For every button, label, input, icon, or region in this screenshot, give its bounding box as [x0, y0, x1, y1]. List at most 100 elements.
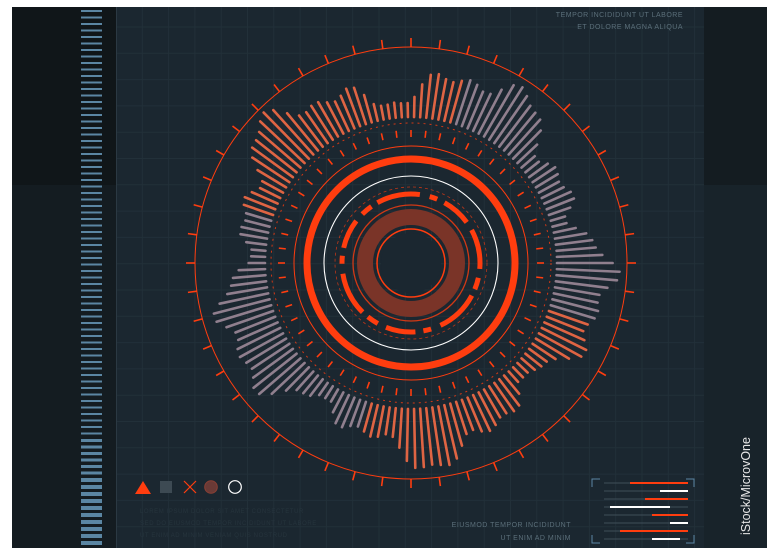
outer-tick [610, 176, 620, 182]
outer-ticks [186, 38, 636, 488]
wave-bar [437, 405, 451, 467]
scale-tick [81, 257, 102, 259]
inner-tick [536, 276, 544, 279]
scale-tick [81, 322, 102, 324]
left-panel-divider [116, 7, 117, 548]
wave-bar [547, 309, 589, 326]
right-panel-lower [704, 185, 767, 548]
wave-bar [379, 104, 385, 121]
wave-bar [424, 406, 434, 466]
outer-tick [492, 54, 498, 64]
outer-tick [232, 393, 241, 401]
thick-ring [303, 155, 519, 371]
scale-tick [81, 328, 102, 331]
wave-bar [304, 110, 329, 145]
wave-bar [412, 407, 417, 470]
wave-bar [527, 162, 550, 179]
wave-bar [244, 240, 268, 247]
scale-tick [81, 140, 102, 142]
wave-bar [549, 303, 596, 320]
wave-bar [534, 172, 559, 189]
inner-tick [438, 133, 442, 141]
wave-bar [520, 357, 537, 372]
outer-tick [273, 433, 281, 442]
scale-tick [81, 120, 102, 123]
wave-bar [477, 391, 497, 427]
wave-bar [471, 393, 492, 433]
scale-tick [81, 335, 102, 337]
wave-bar [331, 391, 345, 414]
hatched-circle-icon [204, 480, 218, 494]
inner-tick [524, 204, 532, 210]
inner-orange-ring [352, 204, 470, 322]
inner-tick [499, 168, 506, 175]
wave-bar [257, 130, 302, 169]
inner-tick [316, 351, 323, 358]
scale-tick [81, 205, 102, 207]
wave-bar [250, 342, 291, 370]
thin-ring [293, 145, 529, 381]
scale-tick [81, 374, 102, 376]
wave-bar [555, 246, 597, 253]
wave-bar [552, 226, 577, 234]
wave-bar [437, 77, 448, 121]
scale-tick [81, 354, 102, 357]
inner-tick [395, 388, 398, 396]
wave-bar [520, 154, 537, 169]
outer-tick [597, 149, 607, 156]
inner-tick [533, 290, 541, 294]
wave-bar [551, 298, 600, 313]
wave-bar [316, 100, 340, 138]
wave-bar [344, 87, 362, 128]
wave-bar [258, 120, 306, 165]
scale-tick [81, 413, 102, 415]
wave-bar [251, 347, 295, 379]
wave-bar [376, 405, 385, 438]
scale-tick [81, 231, 102, 233]
wave-bar [240, 225, 270, 234]
wave-bar [460, 83, 479, 128]
scale-tick [81, 439, 102, 442]
outer-tick [625, 290, 635, 294]
wave-bar [362, 402, 374, 433]
square-icon [160, 481, 172, 493]
scale-tick [81, 458, 102, 462]
triangle-icon [135, 481, 151, 494]
scale-tick [81, 492, 102, 496]
wave-bar [493, 381, 516, 413]
scale-tick [81, 146, 102, 149]
inner-tick [424, 130, 427, 138]
wave-bar [493, 94, 529, 145]
wave-bar [545, 315, 585, 333]
scale-tick [81, 445, 102, 449]
inner-tick [477, 149, 483, 157]
wave-bar [540, 185, 565, 200]
outer-tick [351, 45, 356, 55]
scale-tick [81, 23, 102, 25]
wave-bar [531, 165, 557, 184]
wave-bar [244, 219, 271, 228]
wave-bar [454, 400, 468, 436]
inner-tick [306, 340, 313, 347]
outer-tick [619, 318, 629, 323]
scale-tick [81, 75, 102, 77]
wave-bar [392, 101, 398, 120]
scale-tick [81, 283, 102, 285]
scale-tick [81, 211, 102, 214]
inner-tick [352, 142, 358, 150]
scale-tick [81, 426, 102, 428]
wave-bar [431, 406, 443, 467]
outer-tick [202, 176, 212, 182]
wave-bar [252, 352, 298, 390]
wave-bar [497, 377, 521, 407]
outer-tick [518, 449, 525, 459]
scale-tick [81, 192, 102, 194]
wave-bar [497, 104, 532, 149]
wave-bar [285, 111, 320, 152]
scale-tick [81, 114, 102, 116]
wave-bar [554, 279, 609, 290]
wave-bar [340, 396, 356, 429]
bottom-caption-1: EIUSMOD TEMPOR INCIDIDUNT [451, 522, 571, 529]
scale-tick [81, 133, 102, 136]
outer-tick [492, 462, 498, 472]
